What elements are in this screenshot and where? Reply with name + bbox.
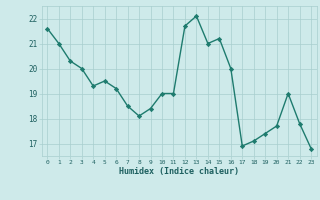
X-axis label: Humidex (Indice chaleur): Humidex (Indice chaleur): [119, 167, 239, 176]
